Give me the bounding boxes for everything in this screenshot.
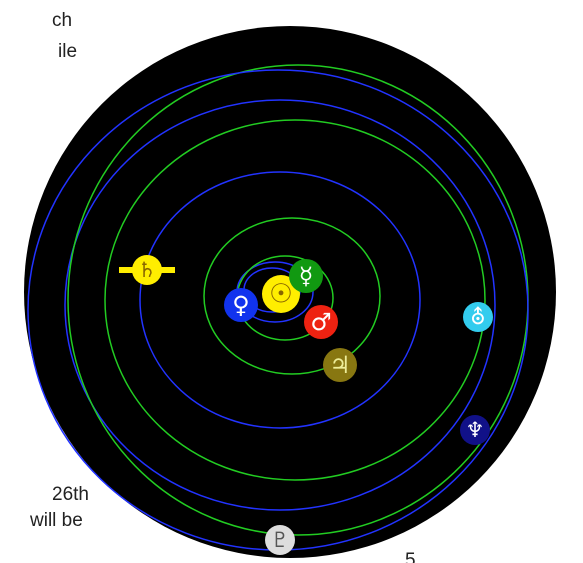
planet xyxy=(262,275,300,313)
text-fragment: ile xyxy=(58,41,77,62)
text-fragment: 26th xyxy=(52,484,89,505)
planet-symbol: ♂ xyxy=(310,308,331,336)
planet xyxy=(265,525,295,555)
planet xyxy=(289,259,323,293)
planet-symbol: ♄ xyxy=(138,258,157,282)
planet-symbol: ♀ xyxy=(232,291,249,319)
planet xyxy=(304,305,338,339)
planet xyxy=(460,415,490,445)
text-fragment: 5 xyxy=(405,550,416,563)
text-fragment: ch xyxy=(52,10,72,31)
planet-symbol: ♆ xyxy=(466,418,485,442)
planet-symbol: ♇ xyxy=(271,528,290,552)
planet-symbol: ♃ xyxy=(329,351,350,379)
planet-symbol: ⛢ xyxy=(470,305,485,329)
text-fragment: will be xyxy=(29,510,83,531)
planet xyxy=(323,348,357,382)
planet xyxy=(224,288,258,322)
planet xyxy=(463,302,493,332)
planet-symbol: ☿ xyxy=(299,262,314,290)
planet xyxy=(132,255,162,285)
planet-symbol: ☉ xyxy=(269,279,293,310)
